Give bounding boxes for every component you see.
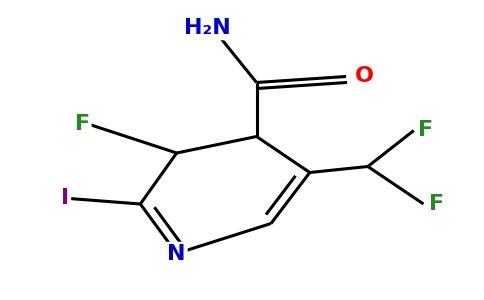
Text: F: F: [418, 121, 434, 140]
Text: I: I: [61, 188, 69, 208]
Text: H₂N: H₂N: [184, 19, 230, 38]
Text: F: F: [75, 115, 90, 134]
Text: O: O: [355, 67, 374, 86]
Text: N: N: [167, 244, 186, 263]
Text: F: F: [429, 194, 445, 214]
